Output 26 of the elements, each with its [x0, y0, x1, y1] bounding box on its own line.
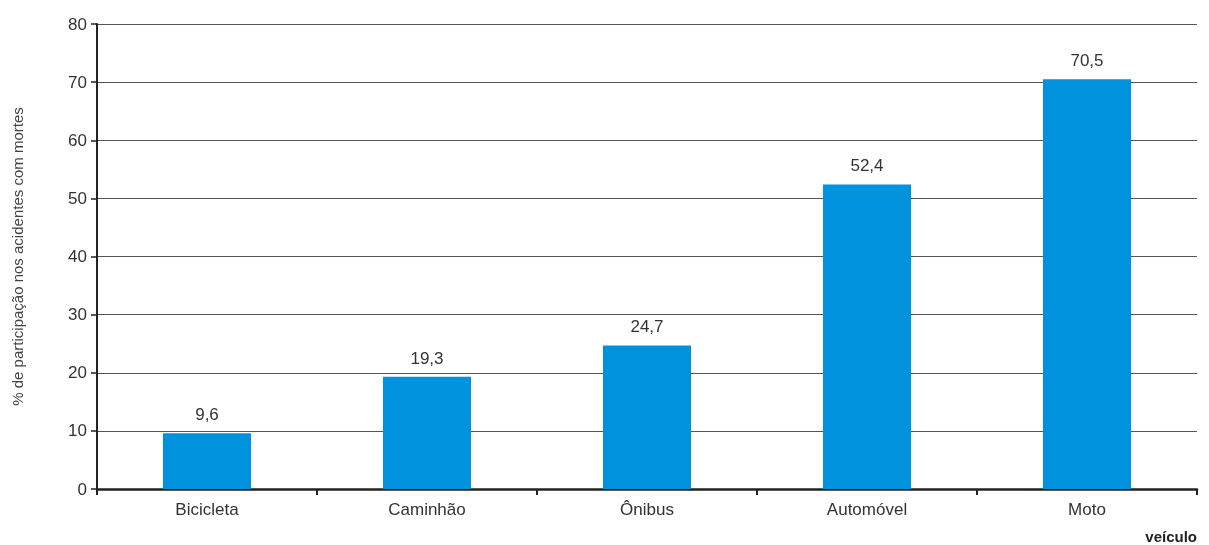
y-tick-label: 60: [68, 130, 87, 150]
x-tick-label: Bicicleta: [175, 500, 240, 519]
x-tick-label: Ônibus: [620, 500, 674, 519]
bar: [1043, 79, 1131, 489]
y-tick-label: 10: [68, 421, 87, 441]
y-tick-label: 20: [68, 363, 87, 383]
data-label: 9,6: [195, 405, 219, 425]
y-tick-label: 0: [77, 479, 87, 499]
y-tick-label: 40: [68, 247, 87, 266]
bar: [163, 433, 251, 489]
y-tick-label: 30: [68, 305, 87, 325]
bar: [823, 184, 911, 489]
y-axis-title: % de participação nos acidentes com mortes: [9, 107, 26, 406]
y-tick-label: 50: [68, 188, 87, 208]
data-label: 19,3: [410, 348, 444, 368]
data-label: 52,4: [850, 156, 884, 176]
y-tick-label: 80: [68, 14, 87, 34]
data-label: 70,5: [1070, 51, 1104, 71]
bar: [603, 345, 691, 489]
x-axis-title: veículo: [1145, 528, 1197, 545]
bar: [383, 376, 471, 489]
x-tick-label: Automóvel: [826, 500, 908, 519]
x-tick-label: Caminhão: [388, 500, 466, 519]
x-tick-label: Moto: [1068, 500, 1106, 519]
data-label: 24,7: [630, 317, 664, 337]
y-tick-label: 70: [68, 72, 87, 92]
